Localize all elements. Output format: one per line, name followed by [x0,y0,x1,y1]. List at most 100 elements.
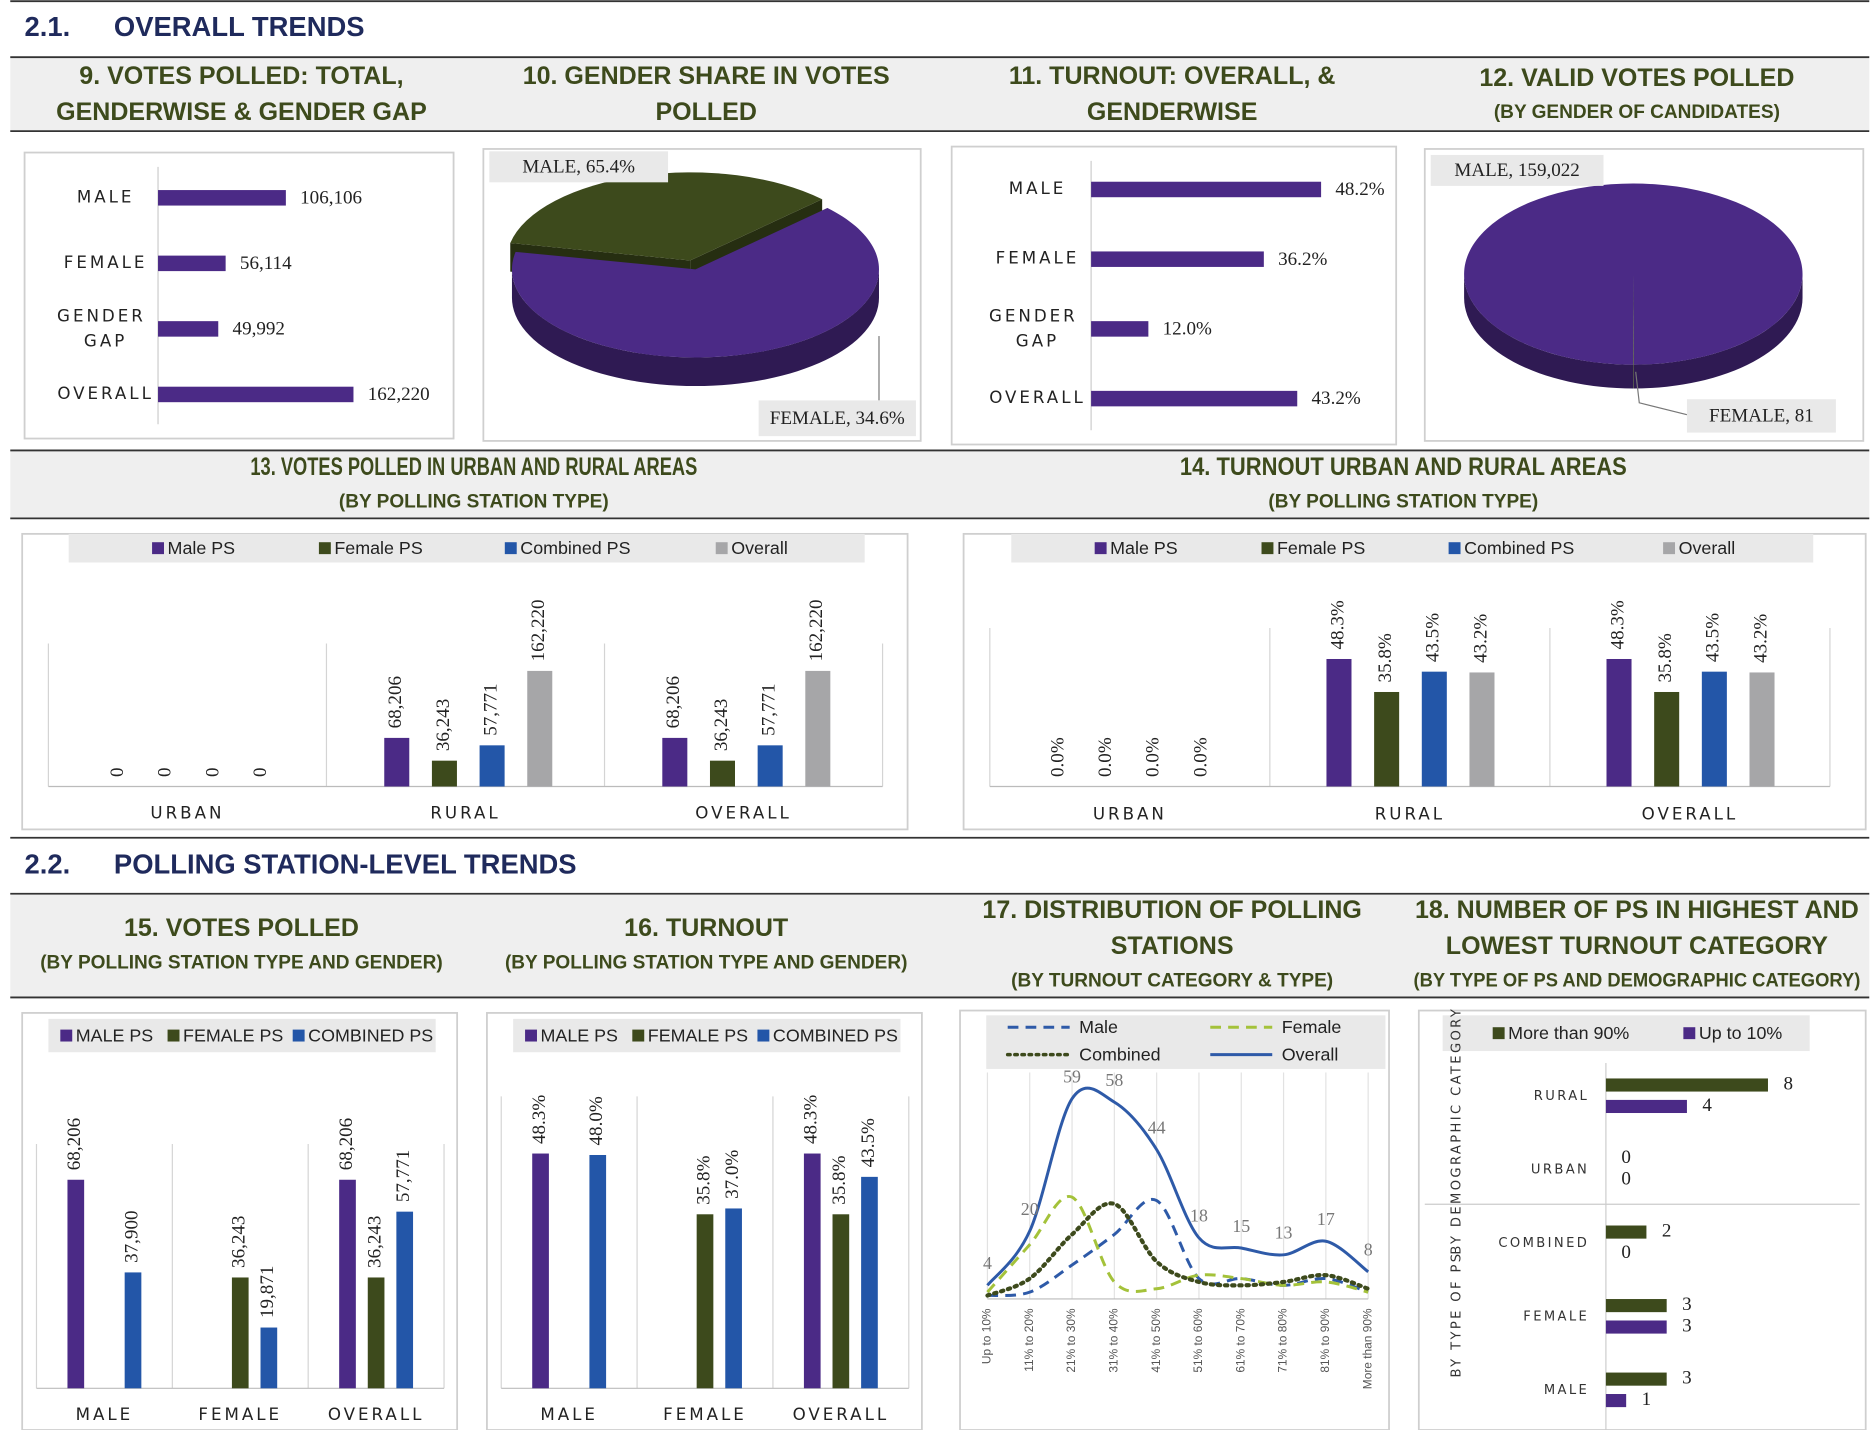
x-tick-label: 51% to 60% [1191,1308,1205,1373]
legend-box [986,1015,1386,1069]
series-line [987,1197,1369,1298]
bar [1421,671,1447,787]
value-label: 43.5% [858,1118,879,1167]
category-label: OVERALL [57,384,154,403]
legend-swatch [1261,542,1274,555]
chart-subtitle: (BY POLLING STATION TYPE AND GENDER) [505,952,907,973]
value-label: 0 [250,767,271,777]
legend-label: Overall [731,538,788,558]
category-label: MALE [77,187,135,206]
value-label: 0 [107,767,128,777]
chart-subtitle: (BY POLLING STATION TYPE) [339,491,609,512]
legend-label: Combined PS [520,538,630,558]
data-label: 17 [1317,1209,1335,1229]
series-line [986,1086,1370,1287]
label-box [489,151,669,183]
value-label: 43.5% [1423,613,1444,662]
bar [532,1153,549,1389]
chart-title: GENDERWISE [1087,98,1258,126]
category-label: RURAL [430,803,500,822]
chart-title: 15. VOTES POLLED [124,914,359,942]
legend-swatch [525,1029,537,1042]
value-label: 57,771 [480,683,501,735]
bar [339,1179,356,1389]
chart-title: 10. GENDER SHARE IN VOTES [523,62,890,90]
bar [1374,691,1400,787]
bar [861,1176,878,1389]
title-band [10,58,1870,132]
bar [1605,1372,1667,1386]
legend-box [48,1018,436,1053]
category-label: GENDER GAP [989,306,1086,350]
legend-label: Combined [1079,1045,1160,1065]
value-label: 3 [1682,1294,1692,1315]
bar [260,1327,278,1389]
category-label: MALE [1009,179,1067,198]
section-number: 2.1. [25,11,71,42]
legend-label: MALE PS [541,1025,619,1045]
value-label: 48.3% [529,1095,550,1144]
legend-swatch [60,1029,73,1042]
bar [1091,390,1298,407]
bar [431,760,457,787]
slice-side [511,269,879,387]
category-label: MALE [540,1405,598,1424]
value-label: 56,114 [240,253,292,274]
series-line [985,1201,1371,1298]
legend-label: More than 90% [1508,1023,1629,1043]
legend-label: FEMALE PS [183,1025,283,1045]
series-line [986,1195,1369,1294]
value-label: 1 [1642,1389,1652,1410]
chart-title: STATIONS [1111,932,1234,960]
x-tick-label: 11% to 20% [1022,1308,1036,1372]
value-label: 162,220 [806,599,827,661]
value-label: 36.2% [1278,249,1327,270]
value-label: 43.2% [1750,614,1771,663]
value-label: 68,206 [663,676,684,728]
value-label: 3 [1682,1367,1692,1388]
bar [231,1277,249,1389]
bar [589,1154,607,1389]
legend-label: FEMALE PS [648,1025,748,1045]
x-tick-label: 61% to 70% [1233,1308,1247,1373]
chart-subtitle: (BY POLLING STATION TYPE AND GENDER) [40,952,442,973]
value-label: 19,871 [257,1266,278,1318]
value-label: 68,206 [385,676,406,728]
category-label: FEMALE [1523,1309,1589,1324]
legend-swatch [504,542,517,555]
bar [1469,672,1495,787]
x-tick-label: 81% to 90% [1318,1308,1332,1373]
value-label: 36,243 [364,1216,385,1268]
bar [1605,1225,1647,1239]
legend-swatch [1094,542,1107,555]
bar [1605,1078,1768,1092]
slice-side [1464,274,1634,389]
legend-swatch [1683,1027,1696,1040]
chart-title: 17. DISTRIBUTION OF POLLING [982,896,1361,924]
chart-title: 13. VOTES POLLED IN URBAN AND RURAL AREA… [250,453,697,481]
category-label: FEMALE [663,1405,747,1424]
data-label: 13 [1275,1223,1293,1243]
bar [527,670,553,787]
category-label: FEMALE [198,1405,282,1424]
legend-label: Female [1282,1017,1342,1037]
data-label: 15 [1232,1216,1250,1236]
legend-swatch [318,542,331,555]
bar [158,255,226,272]
category-label: RURAL [1534,1089,1589,1104]
category-label: OVERALL [695,803,792,822]
data-label: 4 [983,1253,992,1273]
bar [805,670,831,787]
bar [1749,672,1775,787]
x-tick-label: 41% to 50% [1149,1308,1163,1373]
title-band [10,894,1870,998]
bar [1654,691,1680,787]
value-label: 0 [1621,1147,1631,1168]
label-box [758,400,916,437]
legend-swatch [632,1029,645,1042]
value-label: 35.8% [1375,633,1396,682]
chart-panel [962,532,1867,831]
category-label: URBAN [1093,805,1167,824]
bar [158,190,286,206]
chart-panel [959,1009,1390,1430]
